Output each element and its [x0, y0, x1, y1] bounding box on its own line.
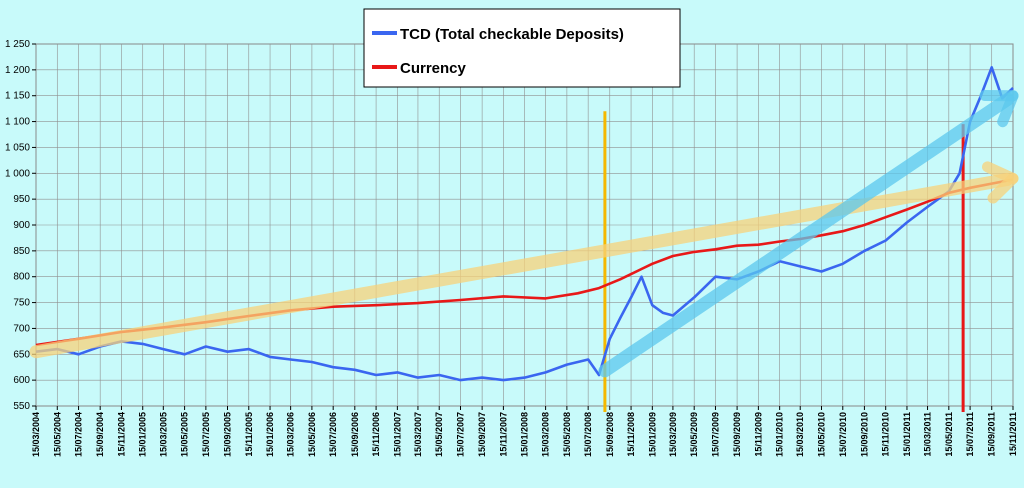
x-tick-label: 15/03/2008 [541, 412, 551, 457]
x-tick-label: 15/07/2008 [583, 412, 593, 457]
x-tick-label: 15/01/2006 [265, 412, 275, 457]
x-tick-label: 15/09/2006 [350, 412, 360, 457]
x-tick-label: 15/07/2011 [965, 412, 975, 457]
series-line-tcd [35, 66, 1014, 382]
trend-arrow-tcd [598, 92, 1015, 378]
x-tick-label: 15/09/2005 [222, 412, 232, 457]
x-tick-label: 15/05/2007 [434, 412, 444, 457]
y-tick-label: 1 150 [5, 91, 30, 102]
x-tick-label: 15/09/2009 [732, 412, 742, 457]
x-tick-label: 15/11/2009 [753, 412, 763, 457]
legend-label-currency: Currency [400, 60, 467, 77]
y-axis: 550 600 650 700 750 800 850 900 950 1 000 1 050 1 1… [5, 39, 36, 412]
legend-label-tcd: TCD (Total checkable Deposits) [400, 26, 624, 43]
trend-arrow-head [987, 172, 1019, 204]
x-tick-label: 15/07/2009 [710, 412, 720, 457]
x-tick-label: 15/03/2011 [923, 412, 933, 457]
x-tick-label: 15/05/2010 [817, 412, 827, 457]
y-tick-label: 600 [13, 375, 30, 386]
annotations [603, 111, 965, 412]
y-tick-label: 800 [13, 272, 30, 283]
x-tick-label: 15/11/2006 [371, 412, 381, 457]
x-tick-label: 15/03/2004 [31, 412, 41, 457]
x-tick-label: 15/01/2005 [138, 412, 148, 457]
y-tick-label: 900 [13, 220, 30, 231]
y-tick-label: 750 [13, 298, 30, 309]
x-tick-label: 15/09/2008 [605, 412, 615, 457]
x-tick-label: 15/07/2010 [838, 412, 848, 457]
x-tick-label: 15/11/2004 [116, 412, 126, 457]
x-tick-label: 15/07/2007 [455, 412, 465, 457]
x-tick-label: 15/01/2008 [520, 412, 530, 457]
y-tick-label: 1 000 [5, 168, 30, 179]
x-tick-label: 15/03/2005 [158, 412, 168, 457]
x-tick-label: 15/09/2004 [95, 412, 105, 457]
x-tick-label: 15/07/2006 [328, 412, 338, 457]
y-tick-label: 950 [13, 194, 30, 205]
x-tick-label: 15/11/2008 [626, 412, 636, 457]
y-tick-label: 550 [13, 401, 30, 412]
x-tick-label: 15/01/2010 [775, 412, 785, 457]
x-tick-label: 15/03/2009 [668, 412, 678, 457]
y-tick-label: 700 [13, 323, 30, 334]
trend-arrow-head [997, 90, 1019, 128]
trend-arrows [29, 90, 1019, 378]
y-tick-label: 1 100 [5, 117, 30, 128]
y-tick-label: 650 [13, 349, 30, 360]
legend-box [363, 8, 681, 88]
x-tick-label: 15/07/2005 [201, 412, 211, 457]
y-tick-label: 1 250 [5, 39, 30, 50]
x-tick-label: 15/05/2009 [689, 412, 699, 457]
x-tick-label: 15/11/2011 [1008, 412, 1018, 456]
legend: TCD (Total checkable Deposits) Currency [363, 8, 681, 88]
y-tick-label: 1 200 [5, 65, 30, 76]
y-tick-label: 850 [13, 246, 30, 257]
x-tick-label: 15/01/2007 [392, 412, 402, 457]
x-tick-label: 15/01/2011 [902, 412, 912, 457]
x-tick-label: 15/03/2010 [795, 412, 805, 457]
x-tick-label: 15/05/2011 [944, 412, 954, 457]
x-tick-label: 15/03/2007 [413, 412, 423, 457]
x-tick-label: 15/05/2008 [562, 412, 572, 457]
x-tick-label: 15/01/2009 [647, 412, 657, 457]
x-tick-label: 15/11/2005 [244, 412, 254, 457]
x-tick-label: 15/05/2005 [180, 412, 190, 457]
x-tick-label: 15/07/2004 [74, 412, 84, 457]
x-tick-label: 15/05/2006 [307, 412, 317, 457]
x-tick-label: 15/11/2007 [498, 412, 508, 457]
x-tick-label: 15/05/2004 [52, 412, 62, 457]
grid-layer [35, 43, 1014, 407]
x-axis: 15/03/2004 15/05/2004 15/07/2004 15/09/2004… [31, 406, 1018, 457]
x-tick-label: 15/03/2006 [286, 412, 296, 457]
x-tick-label: 15/09/2011 [987, 412, 997, 457]
x-tick-label: 15/09/2010 [859, 412, 869, 457]
x-tick-label: 15/11/2010 [881, 412, 891, 457]
y-tick-label: 1 050 [5, 142, 30, 153]
x-tick-label: 15/09/2007 [477, 412, 487, 457]
